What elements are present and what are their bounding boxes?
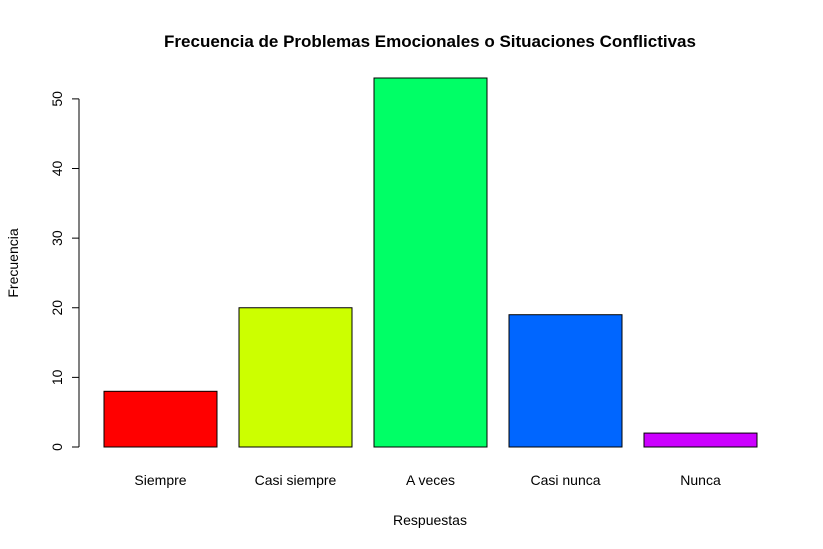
y-axis-label: Frecuencia <box>5 228 21 297</box>
category-label: A veces <box>406 472 455 488</box>
bar-nunca <box>643 432 758 448</box>
bar-a-veces <box>373 77 488 448</box>
x-axis-label: Respuestas <box>393 512 467 528</box>
chart-title: Frecuencia de Problemas Emocionales o Si… <box>164 32 696 51</box>
y-tick-label: 30 <box>49 230 65 246</box>
category-label: Siempre <box>134 472 186 488</box>
bar-siempre <box>103 390 218 448</box>
bar-casi-siempre <box>238 307 353 448</box>
category-label: Casi nunca <box>530 472 600 488</box>
y-tick-label: 40 <box>49 161 65 177</box>
y-tick-label: 50 <box>49 91 65 107</box>
category-label: Nunca <box>680 472 721 488</box>
y-tick-label: 10 <box>49 369 65 385</box>
category-labels: Siempre Casi siempre A veces Casi nunca Nunc… <box>134 472 721 488</box>
bar-casi-nunca <box>508 314 623 448</box>
category-label: Casi siempre <box>255 472 337 488</box>
y-axis: 0 10 20 30 40 50 <box>49 91 80 451</box>
y-tick-label: 20 <box>49 300 65 316</box>
y-tick-label: 0 <box>49 443 65 451</box>
bars <box>103 77 758 448</box>
